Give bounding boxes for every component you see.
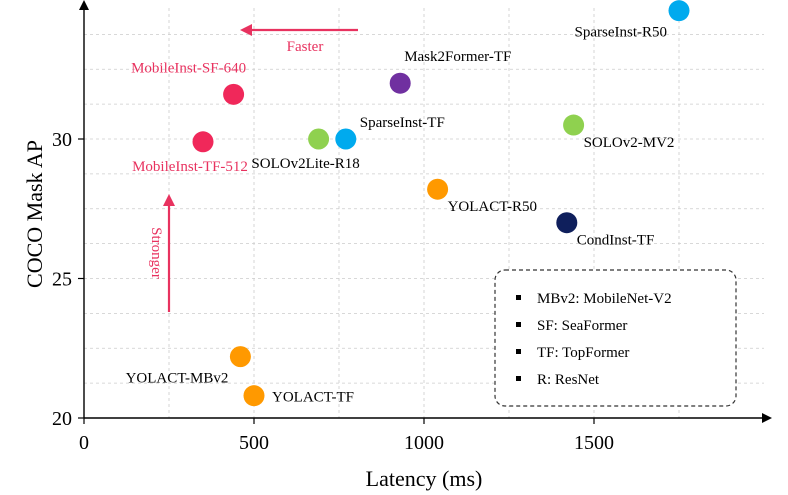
x-tick-label: 1000 — [404, 432, 444, 454]
point-label: SparseInst-R50 — [575, 25, 668, 41]
data-point — [563, 114, 585, 136]
x-axis-arrowhead — [762, 413, 772, 423]
data-point — [556, 212, 578, 234]
stronger-arrowhead — [163, 194, 175, 206]
stronger-annotation: Stronger — [148, 194, 175, 312]
y-tick-label: 20 — [52, 408, 72, 430]
legend-entry: MBv2: MobileNet-V2 — [537, 291, 672, 307]
legend-bullet — [516, 376, 521, 381]
data-point — [308, 128, 330, 150]
x-tick-label: 1500 — [574, 432, 614, 454]
legend-box — [494, 269, 737, 407]
point-labels: SparseInst-R50 Mask2Former-TF MobileInst-S… — [126, 25, 675, 406]
y-tick-label: 30 — [52, 129, 72, 151]
point-label: SOLOv2-MV2 — [584, 135, 675, 151]
legend-entry: SF: SeaFormer — [537, 318, 627, 334]
y-axis-arrowhead — [79, 0, 89, 10]
data-point — [335, 128, 357, 150]
data-point — [229, 346, 251, 368]
stronger-label: Stronger — [148, 227, 164, 279]
point-label: SOLOv2Lite-R18 — [251, 156, 359, 172]
point-label: YOLACT-TF — [272, 390, 354, 406]
point-label: Mask2Former-TF — [404, 49, 511, 65]
y-axis-label: COCO Mask AP — [22, 140, 47, 288]
faster-annotation: Faster — [240, 24, 358, 55]
data-point — [389, 72, 411, 94]
point-label: YOLACT-R50 — [448, 199, 537, 215]
data-point — [243, 385, 265, 407]
point-label: SparseInst-TF — [360, 115, 445, 131]
x-tick-label: 0 — [79, 432, 89, 454]
x-tick-label: 500 — [239, 432, 269, 454]
legend-bullet — [516, 295, 521, 300]
point-label: CondInst-TF — [577, 233, 655, 249]
data-points — [192, 0, 690, 407]
axis-ticks: 0 500 1000 1500 20 25 30 — [52, 129, 614, 454]
point-label: YOLACT-MBv2 — [126, 371, 229, 387]
data-point — [427, 178, 449, 200]
point-label: MobileInst-TF-512 — [132, 159, 248, 175]
x-axis-label: Latency (ms) — [366, 466, 483, 491]
data-point — [192, 131, 214, 153]
legend-bullet — [516, 322, 521, 327]
faster-arrowhead — [240, 24, 252, 36]
data-point — [668, 0, 690, 22]
y-tick-label: 25 — [52, 269, 72, 291]
legend-entry: R: ResNet — [537, 372, 600, 388]
point-label: MobileInst-SF-640 — [131, 60, 246, 76]
data-point — [223, 83, 245, 105]
legend: MBv2: MobileNet-V2 SF: SeaFormer TF: Top… — [494, 269, 737, 407]
legend-bullet — [516, 349, 521, 354]
faster-label: Faster — [287, 39, 324, 55]
legend-entry: TF: TopFormer — [537, 345, 629, 361]
